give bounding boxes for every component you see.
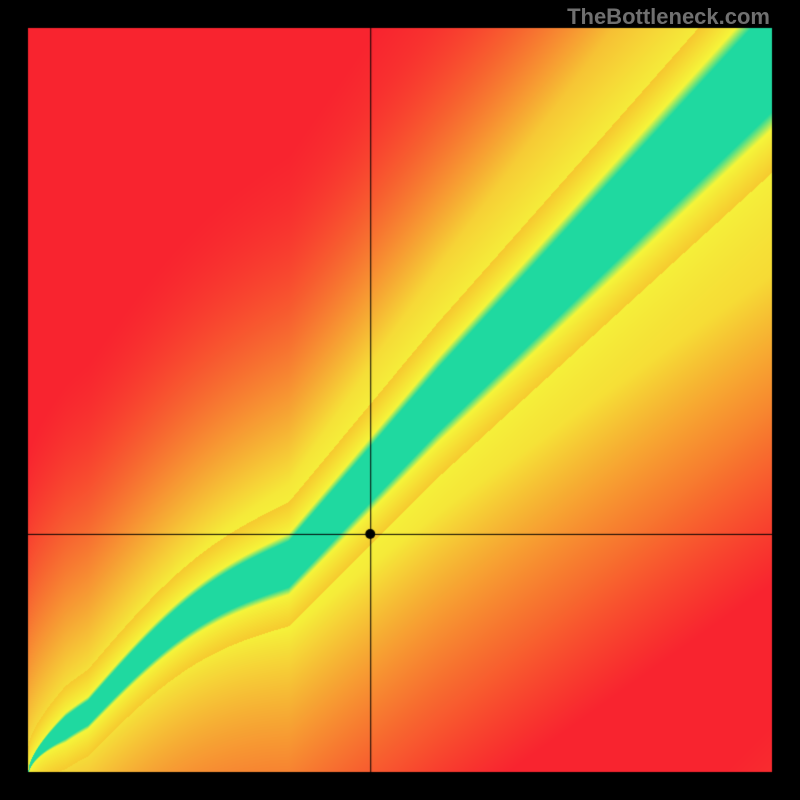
heatmap-canvas [0, 0, 800, 800]
watermark-text: TheBottleneck.com [567, 4, 770, 30]
chart-container: TheBottleneck.com [0, 0, 800, 800]
